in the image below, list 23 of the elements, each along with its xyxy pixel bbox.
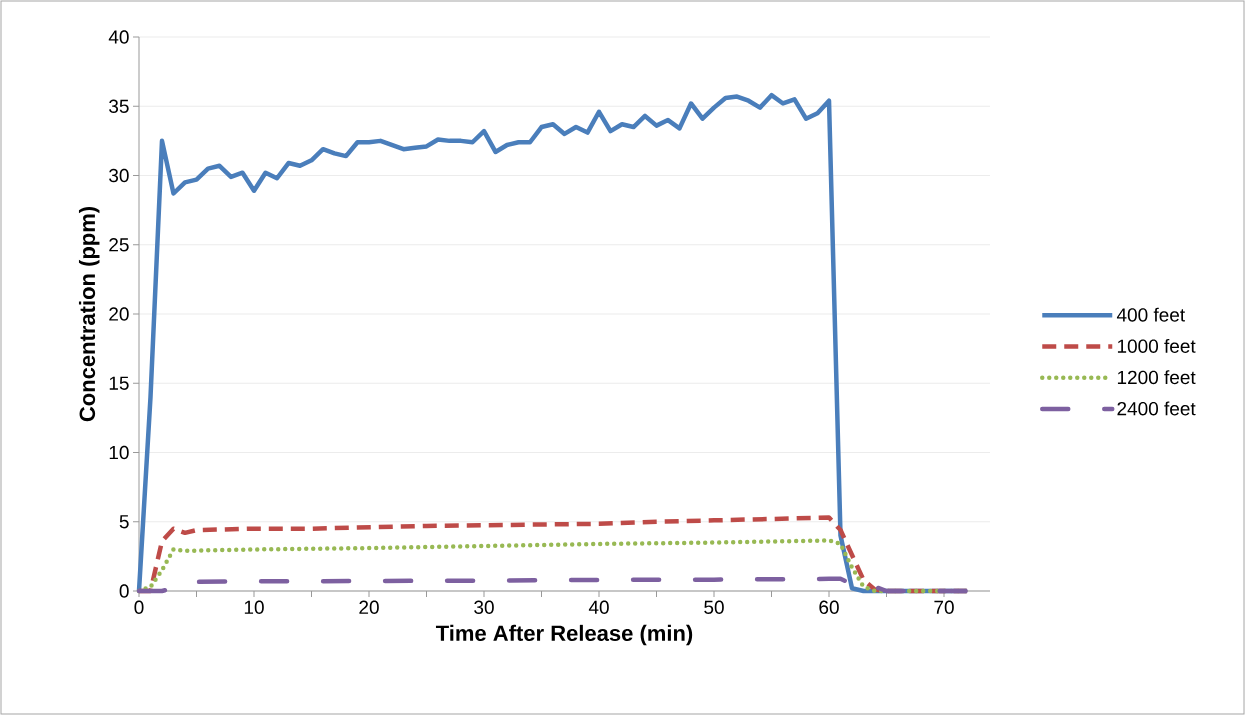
x-tick-label: 10 bbox=[244, 600, 264, 614]
x-tick-label: 30 bbox=[474, 600, 494, 614]
x-tick-label: 70 bbox=[934, 600, 954, 614]
y-tick-label: 10 bbox=[109, 445, 129, 460]
x-tick-label: 50 bbox=[704, 600, 724, 614]
y-tick-label: 20 bbox=[109, 307, 129, 321]
y-tick-label: 15 bbox=[109, 376, 129, 390]
x-tick-label: 0 bbox=[134, 600, 144, 614]
y-axis-title: Concentration (ppm) bbox=[78, 206, 100, 422]
y-tick-label: 40 bbox=[108, 30, 129, 44]
x-tick-label: 40 bbox=[588, 600, 609, 614]
legend-label: 400 feet bbox=[1116, 307, 1186, 322]
y-tick-label: 35 bbox=[109, 99, 129, 113]
x-axis-title: Time After Release (min) bbox=[435, 624, 693, 646]
legend-label: 1000 feet bbox=[1117, 338, 1196, 353]
y-tick-label: 5 bbox=[119, 515, 129, 529]
x-tick-label: 20 bbox=[359, 600, 379, 614]
legend-label: 1200 feet bbox=[1117, 370, 1196, 385]
y-tick-label: 0 bbox=[119, 584, 129, 598]
y-tick-label: 25 bbox=[109, 238, 129, 252]
legend-label: 2400 feet bbox=[1117, 401, 1196, 416]
x-tick-label: 60 bbox=[819, 600, 839, 614]
y-tick-label: 30 bbox=[109, 168, 129, 183]
